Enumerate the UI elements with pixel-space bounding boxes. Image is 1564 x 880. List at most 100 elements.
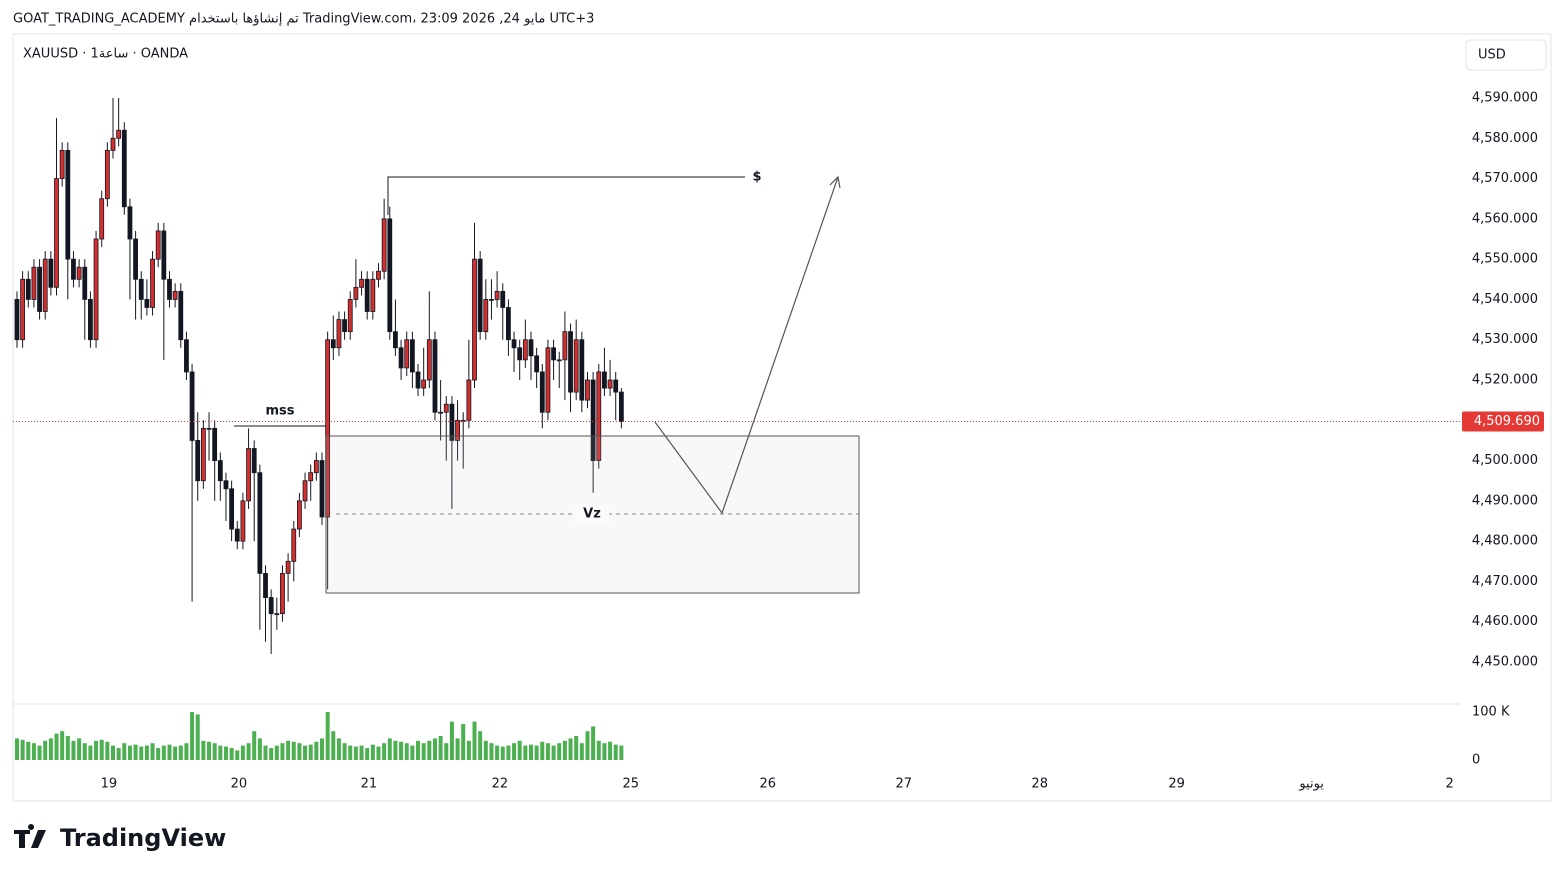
- candle-body: [534, 355, 540, 373]
- volume-bar: [286, 740, 291, 760]
- candle-body: [381, 218, 387, 272]
- candle-body: [76, 266, 82, 280]
- candle-body: [387, 218, 393, 333]
- volume-bar: [619, 745, 624, 760]
- y-tick-label: 4,580.000: [1472, 131, 1538, 146]
- candle-body: [511, 339, 517, 349]
- candle-body: [607, 379, 613, 389]
- liquidity-line: [387, 176, 745, 215]
- candle-body: [404, 339, 410, 369]
- candle-body: [421, 379, 427, 389]
- y-tick-label: 4,550.000: [1472, 252, 1538, 267]
- x-tick-label: 28: [1031, 777, 1048, 792]
- zone-label: Vz: [583, 507, 601, 522]
- volume-bar: [512, 743, 517, 760]
- candle-body: [42, 258, 48, 312]
- candle-body: [268, 597, 274, 615]
- y-tick-label: 4,570.000: [1472, 171, 1538, 186]
- candle-body: [297, 500, 302, 530]
- candle-body: [500, 290, 506, 308]
- candle-body: [551, 347, 556, 361]
- candle-body: [200, 427, 206, 482]
- volume-bar: [466, 740, 471, 760]
- volume-bar: [387, 738, 392, 760]
- logo: TradingView: [14, 824, 226, 852]
- candle-body: [602, 371, 607, 389]
- x-tick-label: 29: [1168, 777, 1185, 792]
- candle-body: [443, 403, 449, 413]
- candle-body: [223, 480, 229, 490]
- candle-body: [613, 379, 619, 393]
- candle-body: [189, 371, 195, 441]
- volume-bar: [319, 738, 324, 760]
- candle-body: [155, 230, 161, 260]
- volume-bar: [184, 743, 189, 760]
- currency-box[interactable]: [1465, 39, 1547, 71]
- volume-bar: [252, 731, 257, 760]
- volume-bar: [517, 740, 522, 760]
- candle-body: [438, 411, 444, 414]
- candle-body: [455, 419, 460, 441]
- volume-bar: [212, 743, 217, 760]
- volume-bar: [82, 743, 87, 760]
- volume-bar: [574, 736, 579, 760]
- candle-body: [212, 427, 218, 461]
- volume-bar: [99, 739, 104, 760]
- volume-bar: [608, 741, 613, 760]
- y-tick-label: 4,590.000: [1472, 90, 1538, 105]
- volume-bar: [229, 748, 234, 760]
- candle-body: [573, 339, 579, 393]
- volume-bar: [37, 745, 42, 760]
- x-tick-label: 22: [492, 777, 509, 792]
- candle-body: [116, 129, 122, 139]
- candle-body: [376, 270, 381, 280]
- candle-body: [150, 258, 155, 308]
- volume-bar: [438, 736, 443, 760]
- candle-body: [370, 278, 376, 312]
- volume-bar: [20, 739, 25, 760]
- volume-bar: [427, 740, 432, 760]
- candle-body: [121, 129, 127, 208]
- volume-bar: [161, 745, 166, 760]
- volume-bar: [506, 745, 511, 760]
- volume-bar: [77, 738, 82, 760]
- candle-body: [274, 613, 280, 616]
- volume-bar: [557, 743, 562, 760]
- candle-body: [59, 149, 65, 179]
- candle-body: [184, 339, 189, 373]
- volume-bar: [336, 738, 341, 760]
- volume-bar: [291, 741, 296, 760]
- volume-bar: [201, 740, 206, 760]
- x-tick-label: 20: [231, 777, 248, 792]
- currency: USD: [1478, 48, 1506, 63]
- volume-bar: [94, 740, 99, 760]
- volume-bar: [376, 746, 381, 760]
- candle-body: [489, 299, 494, 301]
- candle-body: [409, 339, 415, 373]
- volume-bar: [591, 726, 596, 760]
- candle-body: [325, 339, 331, 518]
- last-price-label: 4,509.690: [1474, 414, 1540, 429]
- candle-body: [364, 278, 370, 312]
- candle-body: [472, 258, 477, 381]
- last-price-box: [1462, 411, 1544, 432]
- volume-bar: [500, 746, 505, 760]
- volume-bar: [144, 745, 149, 760]
- header: GOAT_TRADING_ACADEMY تم إنشاؤها باستخدام…: [13, 12, 594, 27]
- volume-bar: [303, 745, 308, 760]
- volume-bar: [483, 740, 488, 760]
- vz-bg: [575, 504, 609, 524]
- volume-bar: [393, 740, 398, 760]
- volume-bar: [399, 741, 404, 760]
- candle-body: [31, 266, 37, 300]
- candle-body: [579, 339, 585, 401]
- volume-bar: [528, 744, 533, 760]
- candle-body: [195, 440, 201, 482]
- y-tick-label: 4,520.000: [1472, 373, 1538, 388]
- y-tick-label: 4,500.000: [1472, 453, 1538, 468]
- volume-bar: [545, 743, 550, 760]
- x-tick-label: 2: [1445, 777, 1453, 792]
- volume-bar: [88, 745, 93, 760]
- y-tick-label: 4,540.000: [1472, 292, 1538, 307]
- candle-body: [528, 339, 534, 357]
